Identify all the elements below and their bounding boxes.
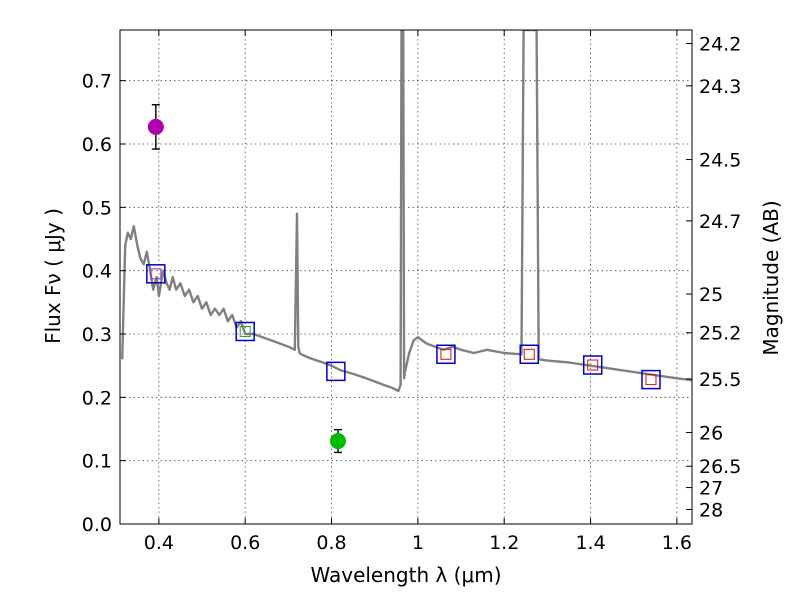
right-tick-label: 24.2	[699, 34, 741, 56]
model-photometry-square	[519, 344, 539, 365]
y-tick-label: 0.6	[82, 134, 112, 156]
right-tick-label: 24.7	[699, 211, 741, 233]
x-tick-label: 1.2	[489, 532, 519, 554]
tick-marks	[120, 30, 692, 525]
right-tick-label: 25.2	[699, 323, 741, 345]
grid-lines	[120, 30, 692, 525]
right-axis-title: Magnitude (AB)	[759, 200, 783, 355]
observed-limit-square	[523, 348, 535, 360]
right-tick-label: 26.5	[699, 456, 741, 478]
observed-limit-square	[645, 374, 657, 386]
y-tick-label: 0.7	[82, 71, 112, 93]
right-tick-label: 25.5	[699, 369, 741, 391]
model-photometry-square	[582, 355, 603, 375]
model-photometry-square	[436, 344, 456, 365]
right-tick-label: 26	[699, 422, 723, 444]
x-axis-title: Wavelength λ (μm)	[310, 563, 501, 587]
observed-limit-square	[150, 268, 162, 280]
x-tick-labels: 0.4 0.6 0.8 1 1.2 1.4 1.6	[144, 532, 692, 554]
right-tick-label: 27	[699, 478, 723, 500]
observed-limit-square	[239, 325, 251, 337]
observed-limit-square	[440, 348, 452, 360]
x-tick-label: 1.6	[662, 532, 692, 554]
plot-frame	[119, 29, 693, 525]
x-tick-label: 0.4	[144, 532, 174, 554]
x-tick-label: 1	[412, 532, 424, 554]
y-tick-label: 0.0	[82, 514, 112, 536]
y-tick-label: 0.2	[82, 387, 112, 409]
right-tick-label: 25	[699, 284, 723, 306]
x-tick-label: 1.4	[575, 532, 605, 554]
x-tick-label: 0.6	[230, 532, 260, 554]
model-photometry-square	[235, 321, 255, 342]
model-photometry-square	[326, 361, 346, 382]
y-tick-label: 0.3	[82, 324, 112, 346]
y-axis-title: Flux Fν ( μJy )	[41, 208, 65, 344]
y-tick-label: 0.5	[82, 197, 112, 219]
y-tick-labels: 0.0 0.1 0.2 0.3 0.4 0.5 0.6 0.7	[82, 71, 112, 536]
detection-point	[147, 118, 164, 135]
spectrum-layer	[121, 30, 692, 393]
y-tick-label: 0.4	[82, 261, 112, 283]
model-photometry-square	[146, 264, 166, 284]
spectrum-line	[121, 30, 692, 393]
right-tick-label: 24.3	[699, 76, 741, 98]
right-tick-label: 28	[699, 499, 723, 521]
right-tick-label: 24.5	[699, 150, 741, 172]
observed-limit-square	[587, 359, 599, 371]
model-photometry-square	[641, 369, 661, 390]
x-tick-label: 0.8	[316, 532, 346, 554]
detection-point	[330, 433, 347, 450]
marker-layer	[146, 104, 661, 454]
y-tick-label: 0.1	[82, 451, 112, 473]
